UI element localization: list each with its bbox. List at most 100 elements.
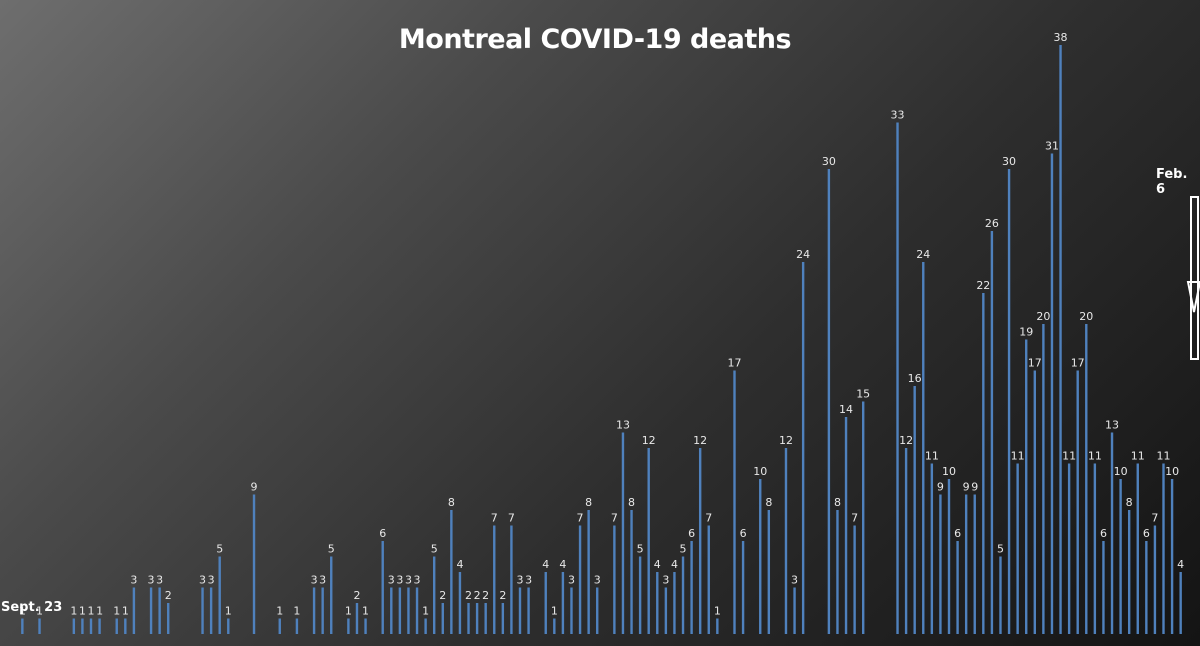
bar bbox=[913, 386, 916, 634]
bar bbox=[862, 401, 865, 634]
data-label: 6 bbox=[1143, 527, 1150, 540]
bar bbox=[132, 587, 136, 634]
bar bbox=[716, 618, 719, 634]
data-label: 17 bbox=[728, 357, 742, 370]
data-label: 38 bbox=[1054, 31, 1068, 44]
bar bbox=[759, 479, 762, 634]
data-label: 5 bbox=[216, 543, 223, 556]
data-label: 10 bbox=[1165, 465, 1179, 478]
bar bbox=[321, 587, 324, 634]
data-label: 11 bbox=[1088, 450, 1102, 463]
data-label: 1 bbox=[113, 605, 120, 618]
data-label: 10 bbox=[753, 465, 767, 478]
data-label: 4 bbox=[671, 558, 678, 571]
data-label: 9 bbox=[937, 481, 944, 494]
bar bbox=[201, 587, 204, 634]
bar bbox=[115, 618, 118, 634]
data-label: 3 bbox=[594, 574, 601, 587]
data-label: 7 bbox=[491, 512, 498, 525]
bar bbox=[415, 587, 419, 634]
bar bbox=[1076, 370, 1079, 634]
bar bbox=[793, 587, 796, 634]
data-label: 3 bbox=[405, 574, 412, 587]
bar bbox=[630, 510, 633, 634]
data-label: 1 bbox=[36, 605, 43, 618]
bar bbox=[518, 587, 522, 634]
bar bbox=[1110, 432, 1114, 634]
data-label: 3 bbox=[130, 574, 137, 587]
data-label: 6 bbox=[954, 527, 961, 540]
data-label: 2 bbox=[474, 589, 481, 602]
data-label: 16 bbox=[908, 372, 922, 385]
data-label: 24 bbox=[916, 248, 930, 261]
data-label: 4 bbox=[1177, 558, 1184, 571]
data-label: 3 bbox=[199, 574, 206, 587]
bar bbox=[381, 541, 384, 634]
data-label: 2 bbox=[482, 589, 489, 602]
data-label: 31 bbox=[1045, 140, 1059, 153]
bar bbox=[398, 587, 402, 634]
data-label: 3 bbox=[156, 574, 163, 587]
data-label: 1 bbox=[96, 605, 103, 618]
bar bbox=[990, 231, 994, 634]
bar bbox=[587, 510, 590, 634]
bar bbox=[1025, 339, 1028, 634]
data-label: 5 bbox=[328, 543, 335, 556]
data-label: 14 bbox=[839, 403, 853, 416]
bar bbox=[501, 603, 505, 634]
data-label: 2 bbox=[499, 589, 506, 602]
data-label: 17 bbox=[1071, 357, 1085, 370]
data-label: 6 bbox=[379, 527, 386, 540]
data-label: 11 bbox=[925, 450, 939, 463]
bar bbox=[98, 618, 101, 634]
bar bbox=[1085, 324, 1088, 634]
bar bbox=[1067, 463, 1071, 634]
data-label: 12 bbox=[779, 434, 793, 447]
data-label: 17 bbox=[1028, 357, 1042, 370]
data-label: 4 bbox=[654, 558, 661, 571]
bar bbox=[956, 541, 959, 634]
data-label: 3 bbox=[517, 574, 524, 587]
start-date-label: Sept. 23 bbox=[1, 600, 63, 615]
data-label: 13 bbox=[616, 419, 630, 432]
data-label: 9 bbox=[251, 481, 258, 494]
end-marker-arrow-icon bbox=[1186, 281, 1200, 313]
data-label: 7 bbox=[577, 512, 584, 525]
bar bbox=[621, 432, 625, 634]
chart-title: Montreal COVID-19 deaths bbox=[398, 24, 792, 55]
bar bbox=[827, 169, 831, 634]
bar bbox=[1059, 45, 1062, 634]
data-label: 1 bbox=[345, 605, 352, 618]
data-label: 3 bbox=[319, 574, 326, 587]
bar bbox=[81, 618, 84, 634]
bar bbox=[493, 525, 496, 634]
bar bbox=[312, 587, 316, 634]
data-label: 1 bbox=[122, 605, 129, 618]
data-label: 5 bbox=[997, 543, 1004, 556]
bar bbox=[973, 494, 976, 634]
bar bbox=[844, 417, 848, 634]
bar bbox=[433, 556, 436, 634]
data-label: 3 bbox=[396, 574, 403, 587]
bar bbox=[441, 603, 444, 634]
bar bbox=[698, 448, 702, 634]
data-label: 1 bbox=[714, 605, 721, 618]
bar bbox=[561, 572, 565, 634]
bar bbox=[999, 556, 1002, 634]
data-label: 2 bbox=[165, 589, 172, 602]
end-marker-box bbox=[1190, 196, 1199, 360]
bar bbox=[707, 525, 710, 634]
bar bbox=[638, 556, 642, 634]
data-label: 1 bbox=[362, 605, 369, 618]
bar bbox=[570, 587, 573, 634]
bar bbox=[424, 618, 427, 634]
data-label: 12 bbox=[693, 434, 707, 447]
bar bbox=[407, 587, 410, 634]
data-label: 7 bbox=[508, 512, 515, 525]
data-label: 2 bbox=[353, 589, 360, 602]
bar bbox=[1016, 463, 1019, 634]
data-label: 3 bbox=[791, 574, 798, 587]
data-label: 5 bbox=[431, 543, 438, 556]
bar bbox=[1162, 463, 1165, 634]
